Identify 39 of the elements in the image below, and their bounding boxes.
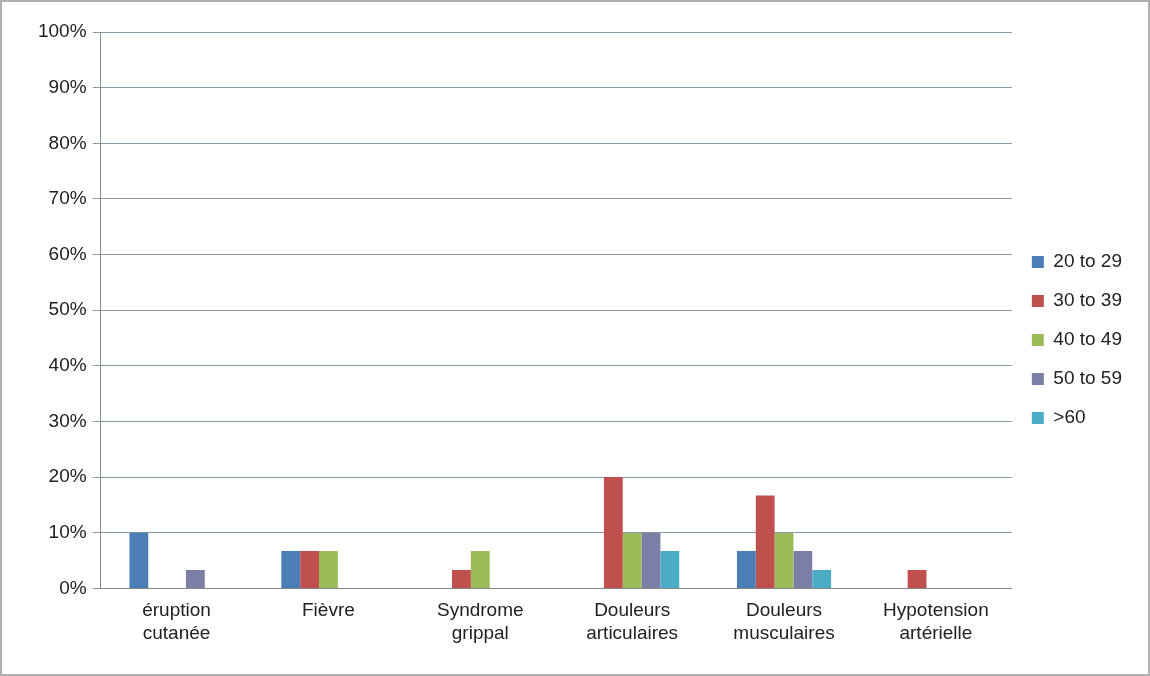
legend-label: 50 to 59 xyxy=(1053,367,1122,389)
bar xyxy=(774,532,794,588)
y-tick-label: 0% xyxy=(59,576,87,598)
x-tick-label: Douleurs musculaires xyxy=(733,599,835,643)
bar xyxy=(907,570,927,588)
bar xyxy=(470,551,490,588)
bar xyxy=(622,532,642,588)
x-tick-label: éruption cutanée xyxy=(142,599,211,643)
bar xyxy=(452,570,471,588)
legend-label: >60 xyxy=(1053,406,1086,428)
y-tick-label: 70% xyxy=(48,187,87,209)
bar xyxy=(185,570,205,588)
x-tick-label: Hypotension artérielle xyxy=(883,599,989,643)
bar xyxy=(812,570,832,588)
x-tick-label: Fièvre xyxy=(302,599,355,621)
y-tick-label: 50% xyxy=(48,298,87,320)
y-tick-label: 30% xyxy=(48,409,87,431)
bar xyxy=(281,551,301,588)
bar xyxy=(736,551,756,588)
y-tick-label: 10% xyxy=(48,520,87,542)
x-tick-label: Syndrome grippal xyxy=(436,599,524,643)
y-tick-label: 100% xyxy=(37,20,87,42)
legend-label: 30 to 39 xyxy=(1053,289,1122,311)
y-tick-label: 40% xyxy=(48,354,87,376)
y-tick-label: 90% xyxy=(48,75,87,97)
bar xyxy=(603,477,623,588)
bar xyxy=(300,551,319,588)
bar xyxy=(318,551,338,588)
x-tick-label: Douleurs articulaires xyxy=(586,599,679,643)
bar xyxy=(755,495,775,588)
y-tick-label: 80% xyxy=(48,131,87,153)
y-tick-label: 20% xyxy=(48,465,87,487)
y-tick-label: 60% xyxy=(48,242,87,264)
bar xyxy=(660,551,680,588)
legend-label: 20 to 29 xyxy=(1053,250,1122,272)
bar xyxy=(641,532,661,588)
legend-label: 40 to 49 xyxy=(1053,328,1122,350)
bar xyxy=(793,551,813,588)
bar xyxy=(129,532,149,588)
